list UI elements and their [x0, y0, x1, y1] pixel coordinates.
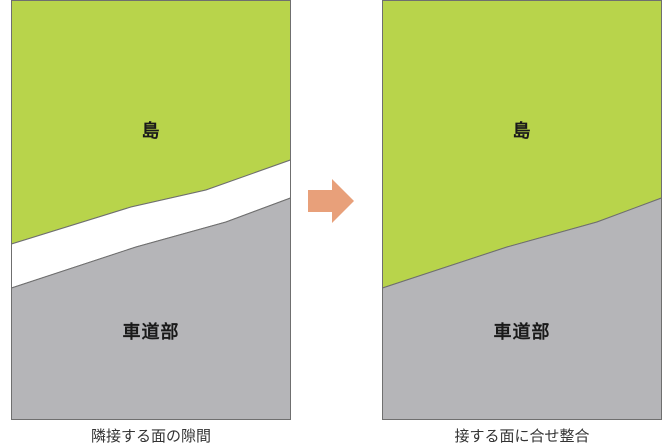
- road-region: [11, 197, 291, 420]
- road-label: 車道部: [122, 322, 180, 343]
- road-label: 車道部: [493, 322, 551, 343]
- diagram-after: [382, 0, 662, 420]
- panel-before: 島 車道部: [11, 0, 291, 420]
- island-label: 島: [512, 121, 532, 142]
- island-label: 島: [141, 121, 161, 142]
- panel-after: 島 車道部: [382, 0, 662, 420]
- caption-after: 接する面に合せ整合: [454, 427, 590, 445]
- caption-before: 隣接する面の隙間: [90, 427, 211, 445]
- diagram-before: [11, 0, 291, 420]
- right-arrow-icon: [308, 179, 354, 223]
